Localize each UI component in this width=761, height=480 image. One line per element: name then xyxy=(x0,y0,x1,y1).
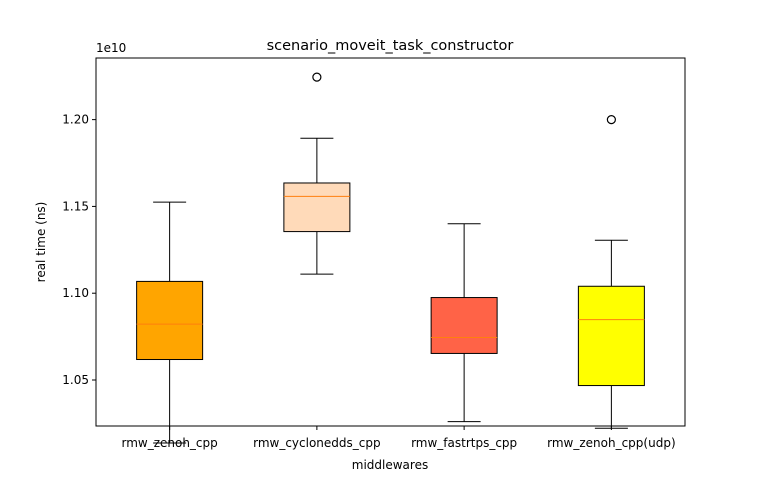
x-tick-label: rmw_cyclonedds_cpp xyxy=(253,436,381,450)
y-tick-label: 1.10 xyxy=(62,286,89,300)
outlier-point xyxy=(312,72,322,82)
box-iqr xyxy=(430,297,498,354)
y-axis-label: real time (ns) xyxy=(34,202,48,283)
box-iqr xyxy=(283,182,351,233)
box-group-0 xyxy=(136,201,204,444)
x-tick-label: rmw_zenoh_cpp xyxy=(121,436,217,450)
box-group-2 xyxy=(430,223,498,423)
x-axis-label: middlewares xyxy=(352,458,428,472)
box-iqr xyxy=(577,285,645,387)
plot-area-frame xyxy=(95,57,686,427)
plot-marks xyxy=(136,72,645,444)
y-tick-label: 1.15 xyxy=(62,199,89,213)
y-axis: 1.05 1.10 1.15 1.20 xyxy=(62,113,96,387)
outlier-point xyxy=(606,115,616,125)
box-iqr xyxy=(136,280,204,361)
y-tick-label: 1.20 xyxy=(62,113,89,127)
box-group-3 xyxy=(577,115,645,429)
x-tick-label: rmw_fastrtps_cpp xyxy=(411,436,517,450)
box-group-1 xyxy=(283,72,351,275)
x-tick-label: rmw_zenoh_cpp(udp) xyxy=(547,436,676,450)
y-axis-offset-label: 1e10 xyxy=(96,41,126,55)
x-axis: rmw_zenoh_cpp rmw_cyclonedds_cpp rmw_fastr… xyxy=(121,426,676,450)
y-tick-label: 1.05 xyxy=(62,373,89,387)
chart-title: scenario_moveit_task_constructor xyxy=(267,38,514,54)
